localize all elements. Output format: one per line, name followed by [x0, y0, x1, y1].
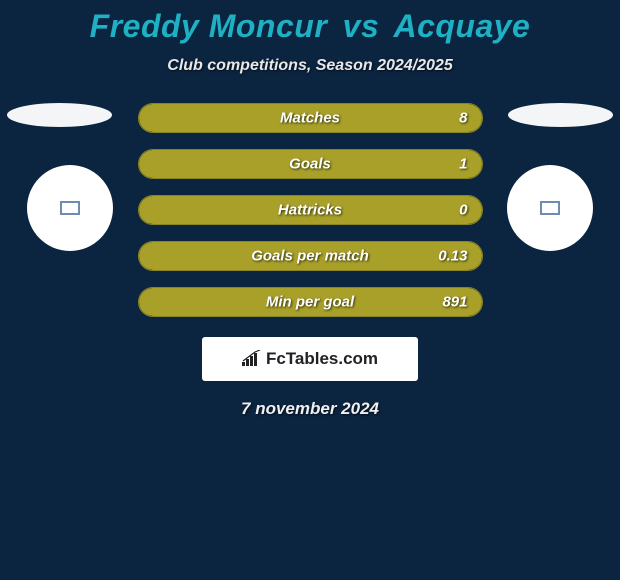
stat-bars: Matches 8 Goals 1 Hattricks 0 Goals per … — [138, 103, 483, 317]
bar-value: 0 — [459, 202, 467, 219]
subtitle: Club competitions, Season 2024/2025 — [0, 57, 620, 75]
bar-label: Matches — [280, 110, 340, 127]
container: Freddy Moncur vs Acquaye Club competitio… — [0, 0, 620, 580]
player2-name: Acquaye — [393, 8, 530, 44]
bars-chart-icon — [242, 350, 262, 368]
left-crest — [27, 165, 113, 251]
left-ellipse — [7, 103, 112, 127]
content-row: Matches 8 Goals 1 Hattricks 0 Goals per … — [0, 103, 620, 317]
stat-bar: Matches 8 — [138, 103, 483, 133]
bar-label: Goals per match — [251, 248, 369, 265]
brand-text: FcTables.com — [266, 349, 378, 369]
stat-bar: Hattricks 0 — [138, 195, 483, 225]
brand-box: FcTables.com — [202, 337, 418, 381]
shield-icon — [540, 201, 560, 215]
vs-text: vs — [343, 8, 380, 44]
player1-name: Freddy Moncur — [90, 8, 328, 44]
page-title: Freddy Moncur vs Acquaye — [0, 8, 620, 45]
shield-icon — [60, 201, 80, 215]
stat-bar: Goals per match 0.13 — [138, 241, 483, 271]
bar-value: 8 — [459, 110, 467, 127]
stat-bar: Goals 1 — [138, 149, 483, 179]
date-line: 7 november 2024 — [0, 399, 620, 419]
bar-label: Hattricks — [278, 202, 342, 219]
bar-value: 1 — [459, 156, 467, 173]
bar-label: Goals — [289, 156, 331, 173]
stat-bar: Min per goal 891 — [138, 287, 483, 317]
right-ellipse — [508, 103, 613, 127]
bar-value: 0.13 — [438, 248, 467, 265]
bar-value: 891 — [442, 294, 467, 311]
right-crest — [507, 165, 593, 251]
bar-label: Min per goal — [266, 294, 354, 311]
